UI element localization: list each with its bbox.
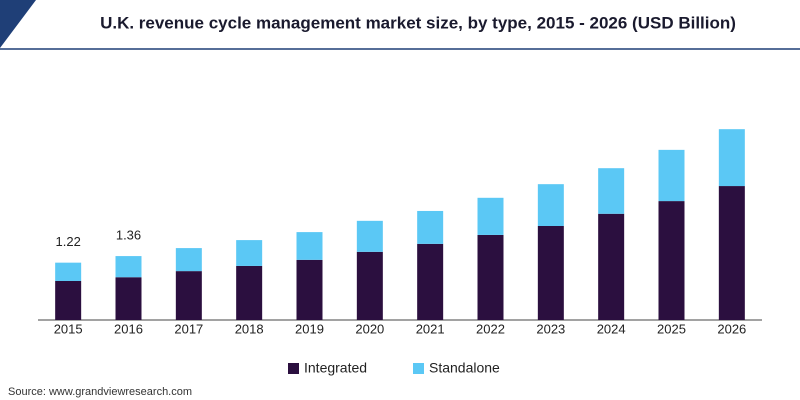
- bar-segment: [537, 226, 564, 320]
- bar-segment: [718, 186, 745, 320]
- bar-segment: [598, 168, 625, 214]
- bar-segment: [417, 210, 444, 244]
- legend-label: Integrated: [304, 360, 367, 376]
- x-tick-label: 2018: [235, 321, 264, 336]
- bar-segment: [718, 129, 745, 187]
- legend-swatch: [413, 363, 424, 374]
- x-tick-label: 2024: [597, 321, 626, 336]
- x-tick-label: 2016: [114, 321, 143, 336]
- x-tick-label: 2026: [717, 321, 746, 336]
- x-tick-label: 2021: [416, 321, 445, 336]
- bar-segment: [236, 265, 263, 320]
- x-tick-label: 2019: [295, 321, 324, 336]
- x-tick-label: 2020: [355, 321, 384, 336]
- bar-segment: [296, 259, 323, 320]
- bar-segment: [658, 149, 685, 202]
- x-tick-label: 2023: [536, 321, 565, 336]
- corner-decoration: [0, 0, 36, 48]
- bar-segment: [356, 251, 383, 320]
- bar-segment: [175, 271, 202, 320]
- x-tick-label: 2017: [174, 321, 203, 336]
- bar-segment: [55, 280, 82, 320]
- total-label: 1.22: [56, 234, 81, 249]
- bar-segment: [537, 184, 564, 226]
- bar-segment: [115, 277, 142, 320]
- bar-segment: [55, 262, 82, 281]
- bar-segment: [477, 197, 504, 235]
- chart-title: U.K. revenue cycle management market siz…: [100, 13, 736, 32]
- legend-swatch: [288, 363, 299, 374]
- source: Source: www.grandviewresearch.com: [8, 386, 192, 398]
- bar-segment: [115, 256, 142, 278]
- bar-segment: [175, 248, 202, 272]
- legend-label: Standalone: [429, 360, 500, 376]
- legend: Integrated Standalone: [288, 360, 500, 376]
- bar-segment: [236, 240, 263, 266]
- x-tick-label: 2022: [476, 321, 505, 336]
- total-label: 1.36: [116, 228, 141, 243]
- bar-segment: [658, 201, 685, 320]
- bar-segment: [356, 220, 383, 252]
- bar-segment: [477, 234, 504, 320]
- bar-segment: [598, 213, 625, 320]
- x-tick-label: 2025: [657, 321, 686, 336]
- x-tick-label: 2015: [54, 321, 83, 336]
- bar-segment: [417, 243, 444, 320]
- bar-segment: [296, 232, 323, 260]
